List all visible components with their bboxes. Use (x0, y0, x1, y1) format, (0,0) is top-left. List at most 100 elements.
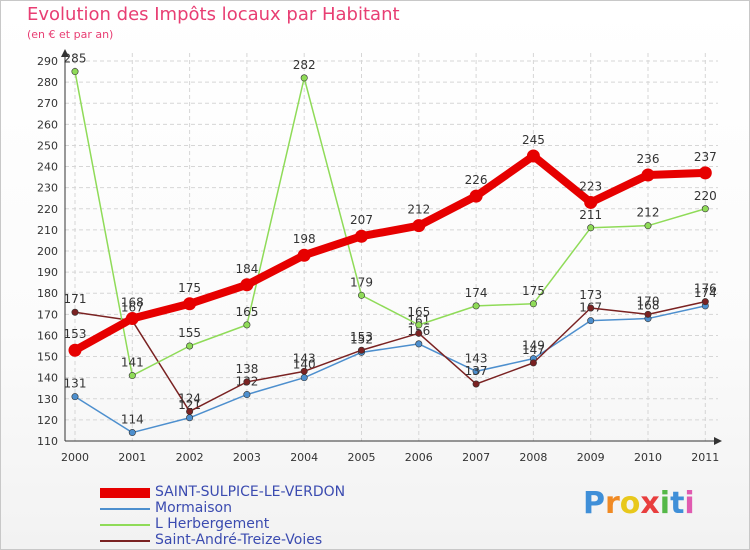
data-point (701, 205, 709, 213)
data-label: 171 (64, 292, 87, 306)
data-label: 167 (121, 301, 144, 315)
data-label: 170 (637, 294, 660, 308)
data-point (243, 391, 251, 399)
data-label: 236 (637, 152, 660, 166)
logo-letter: i (659, 486, 671, 521)
data-label: 179 (350, 275, 373, 289)
data-label: 198 (293, 232, 316, 246)
y-tick-label: 190 (37, 266, 58, 279)
legend-label: Mormaison (155, 500, 232, 516)
data-label: 141 (121, 356, 144, 370)
data-point (472, 380, 480, 388)
data-label: 282 (293, 58, 316, 72)
data-point (412, 219, 426, 233)
legend-item: SAINT-SULPICE-LE-VERDON (100, 484, 400, 501)
data-label: 245 (522, 133, 545, 147)
data-label: 138 (235, 362, 258, 376)
legend-item: Mormaison (100, 500, 400, 517)
data-label: 237 (694, 150, 717, 164)
y-tick-label: 220 (37, 203, 58, 216)
data-label: 223 (579, 179, 602, 193)
data-point (68, 343, 82, 357)
y-tick-label: 170 (37, 308, 58, 321)
data-label: 143 (293, 351, 316, 365)
data-point (641, 168, 655, 182)
data-label: 226 (465, 173, 488, 187)
y-tick-label: 130 (37, 393, 58, 406)
x-tick-label: 2002 (176, 451, 204, 464)
data-label: 147 (522, 343, 545, 357)
data-label: 212 (637, 206, 660, 220)
data-point (240, 278, 254, 292)
data-label: 140 (293, 358, 316, 372)
data-label: 131 (64, 377, 87, 391)
data-label: 285 (64, 52, 87, 66)
data-point (125, 312, 139, 326)
data-point (71, 308, 79, 316)
data-point (472, 302, 480, 310)
data-label: 152 (350, 332, 373, 346)
y-axis-arrow (61, 49, 69, 57)
data-point (584, 195, 598, 209)
x-tick-label: 2009 (577, 451, 605, 464)
legend-swatch (100, 488, 150, 498)
data-point (529, 300, 537, 308)
data-label: 176 (694, 282, 717, 296)
data-point (128, 372, 136, 380)
data-point (529, 359, 537, 367)
data-label: 143 (465, 351, 488, 365)
data-label: 175 (178, 281, 201, 295)
data-point (469, 189, 483, 203)
data-point (698, 166, 712, 180)
data-label: 211 (579, 208, 602, 222)
data-point (186, 414, 194, 422)
y-tick-label: 140 (37, 372, 58, 385)
data-point (71, 393, 79, 401)
x-tick-label: 2005 (348, 451, 376, 464)
data-point (526, 149, 540, 163)
logo-letter: o (619, 486, 641, 521)
x-tick-label: 2007 (462, 451, 490, 464)
data-label: 207 (350, 213, 373, 227)
logo-letter: r (605, 486, 620, 521)
y-tick-label: 210 (37, 224, 58, 237)
data-label: 212 (407, 203, 430, 217)
data-point (128, 429, 136, 437)
y-tick-label: 120 (37, 414, 58, 427)
data-label: 165 (235, 305, 258, 319)
data-point (587, 304, 595, 312)
data-point (300, 74, 308, 82)
legend-item: L Herbergement (100, 516, 400, 533)
chart-subtitle: (en € et par an) (27, 28, 114, 41)
x-tick-label: 2011 (691, 451, 719, 464)
data-point (243, 378, 251, 386)
legend-label: Saint-André-Treize-Voies (155, 532, 323, 548)
legend-label: SAINT-SULPICE-LE-VERDON (155, 484, 346, 500)
data-label: 153 (64, 327, 87, 341)
series-line (74, 71, 706, 377)
data-point (71, 68, 79, 76)
logo-letter: t (670, 486, 685, 521)
y-tick-label: 200 (37, 245, 58, 258)
data-point (701, 298, 709, 306)
data-point (472, 367, 480, 375)
data-point (415, 340, 423, 348)
data-label: 168 (121, 296, 144, 310)
data-label: 184 (235, 262, 258, 276)
data-label: 137 (465, 364, 488, 378)
y-tick-label: 270 (37, 97, 58, 110)
data-point (186, 407, 194, 415)
logo-letter: P (583, 486, 605, 521)
chart-title: Evolution des Impôts locaux par Habitant (27, 4, 400, 25)
data-point (357, 291, 365, 299)
x-tick-label: 2001 (118, 451, 146, 464)
data-point (300, 367, 308, 375)
data-label: 153 (350, 330, 373, 344)
data-point (355, 229, 368, 243)
data-label: 161 (407, 313, 430, 327)
data-point (183, 297, 197, 311)
x-axis-arrow (714, 437, 722, 445)
logo-letter: x (640, 486, 660, 521)
legend-item: Saint-André-Treize-Voies (100, 532, 400, 549)
